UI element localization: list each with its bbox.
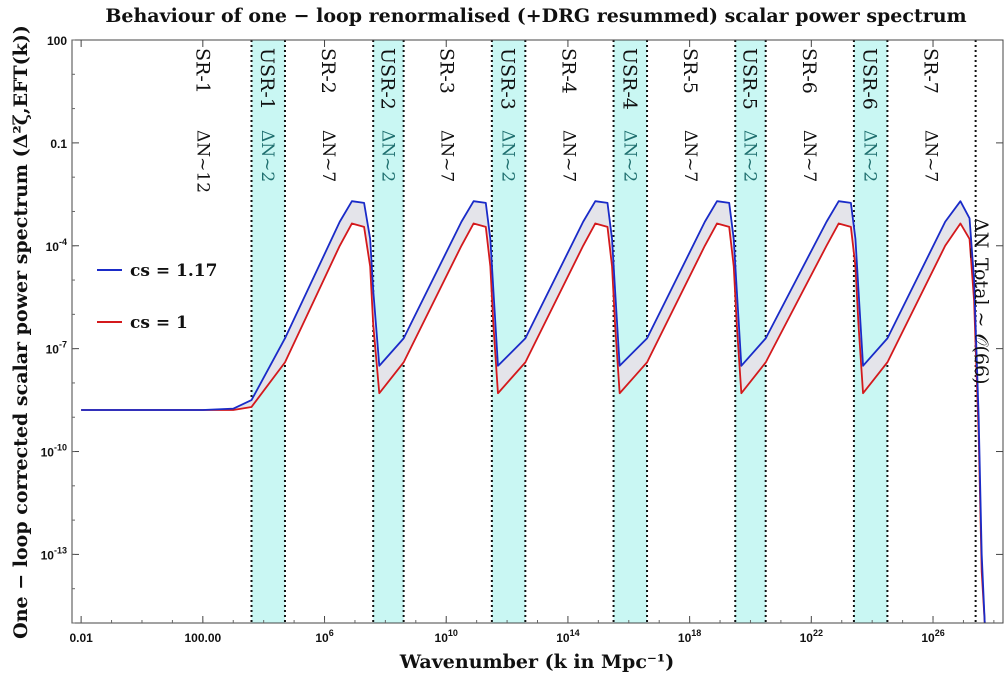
region-efolds-8: ΔN~7 bbox=[680, 130, 700, 182]
x-tick-label-0: 0.01 bbox=[69, 631, 93, 645]
region-efolds-3: ΔN~2 bbox=[377, 130, 397, 182]
y-tick-label-0: 100 bbox=[47, 34, 67, 48]
region-efolds-4: ΔN~7 bbox=[437, 130, 457, 182]
region-label-9: USR-5 bbox=[739, 48, 761, 110]
region-efolds-12: ΔN~7 bbox=[921, 130, 941, 182]
region-label-8: SR-5 bbox=[679, 48, 701, 94]
region-labels: SR-1 ΔN~12 USR-1 ΔN~2 SR-2 ΔN~7 USR-2 ΔN~2 SR-3 Δ… bbox=[192, 48, 942, 193]
region-label-0: SR-1 bbox=[192, 48, 214, 94]
region-efolds-2: ΔN~7 bbox=[318, 130, 338, 182]
y-axis-label: One − loop corrected scalar power spectr… bbox=[10, 25, 32, 639]
series-line-0 bbox=[81, 200, 986, 623]
region-label-5: USR-3 bbox=[497, 48, 519, 110]
y-tick-label-1: 0.1 bbox=[50, 137, 67, 151]
y-tick-label-3: 10-7 bbox=[46, 340, 67, 357]
region-efolds-9: ΔN~2 bbox=[740, 130, 760, 182]
region-label-10: SR-6 bbox=[798, 48, 820, 94]
y-tick-label-4: 10-10 bbox=[41, 443, 67, 460]
region-label-4: SR-3 bbox=[436, 48, 458, 94]
region-label-7: USR-4 bbox=[618, 48, 640, 110]
region-label-1: USR-1 bbox=[256, 48, 278, 110]
legend-label-series-1: cs = 1 bbox=[130, 313, 188, 333]
region-label-3: USR-2 bbox=[376, 48, 398, 110]
region-efolds-1: ΔN~2 bbox=[257, 130, 277, 182]
x-tick-label-5: 1018 bbox=[678, 628, 701, 645]
usr-band-9 bbox=[735, 40, 766, 623]
usr-band-7 bbox=[613, 40, 648, 623]
total-efolds-annotation: ΔN_Total ~ 𝒪(66) bbox=[970, 218, 992, 385]
x-axis-label: Wavenumber (k in Mpc⁻¹) bbox=[399, 651, 675, 673]
x-tick-label-7: 1026 bbox=[921, 628, 944, 645]
region-label-6: SR-4 bbox=[557, 48, 579, 94]
axes-layer: 0.01 100.00 106 1010 1014 1018 1022 1026 100 0.1 1… bbox=[41, 34, 1004, 645]
regions-layer bbox=[250, 40, 977, 623]
series-line-1 bbox=[81, 222, 986, 623]
region-label-2: SR-2 bbox=[317, 48, 339, 94]
x-tick-label-3: 1010 bbox=[435, 628, 458, 645]
region-efolds-11: ΔN~2 bbox=[860, 130, 880, 182]
fill-layer bbox=[81, 201, 985, 623]
x-tick-label-4: 1014 bbox=[556, 628, 579, 645]
region-efolds-10: ΔN~7 bbox=[799, 130, 819, 182]
usr-band-5 bbox=[491, 40, 526, 623]
region-efolds-5: ΔN~2 bbox=[498, 130, 518, 182]
y-tick-label-5: 10-13 bbox=[41, 545, 67, 562]
legend: cs = 1.17 cs = 1 bbox=[97, 261, 217, 333]
legend-label-series-0: cs = 1.17 bbox=[130, 261, 217, 281]
series-gap-fill bbox=[81, 201, 985, 623]
region-label-12: SR-7 bbox=[920, 48, 942, 94]
chart-title: Behaviour of one − loop renormalised (+D… bbox=[105, 5, 966, 27]
y-tick-label-2: 10-4 bbox=[46, 237, 67, 254]
x-tick-label-1: 100.00 bbox=[184, 631, 221, 645]
series-layer bbox=[81, 200, 986, 623]
region-efolds-6: ΔN~7 bbox=[558, 130, 578, 182]
x-tick-label-6: 1022 bbox=[800, 628, 823, 645]
usr-band-3 bbox=[373, 40, 404, 623]
x-tick-label-2: 106 bbox=[315, 628, 333, 645]
usr-band-1 bbox=[251, 40, 285, 623]
region-efolds-0: ΔN~12 bbox=[193, 130, 213, 193]
region-label-11: USR-6 bbox=[859, 48, 881, 110]
region-efolds-7: ΔN~2 bbox=[619, 130, 639, 182]
